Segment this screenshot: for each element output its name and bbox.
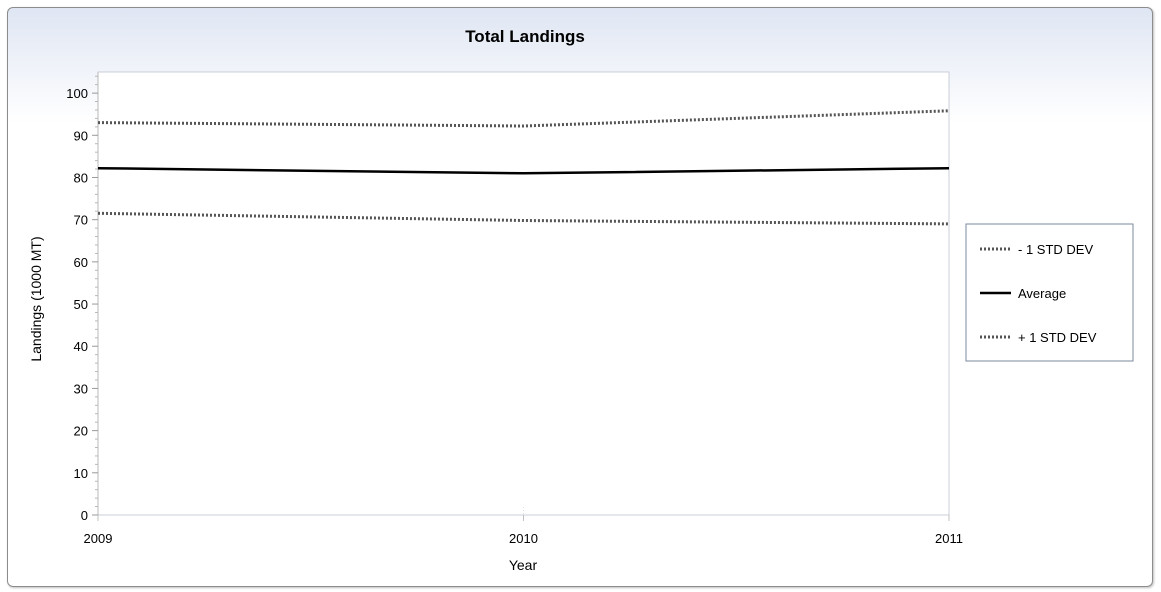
y-tick-label: 100 [66, 86, 88, 101]
y-tick-label: 80 [74, 170, 88, 185]
x-axis-ticks: 2009 2010 2011 [84, 507, 963, 546]
y-tick-label: 40 [74, 339, 88, 354]
series-line-1-std-dev [97, 109, 950, 128]
y-tick-label: 90 [74, 128, 88, 143]
y-tick-label: 10 [74, 466, 88, 481]
series-line-average [97, 166, 950, 175]
y-tick-label: 20 [74, 424, 88, 439]
series-line-1-std-dev [97, 211, 950, 226]
y-tick-label: 30 [74, 381, 88, 396]
y-axis-label: Landings (1000 MT) [28, 236, 44, 361]
x-axis-label: Year [509, 557, 538, 573]
legend-label: - 1 STD DEV [1018, 242, 1093, 257]
line-chart: Total Landings 0 10 20 30 40 50 60 70 80 90 100 20… [28, 27, 1134, 573]
chart-title: Total Landings [465, 27, 585, 46]
y-axis-ticks: 0 10 20 30 40 50 60 70 80 90 100 [66, 86, 98, 523]
y-tick-label: 70 [74, 213, 88, 228]
legend: - 1 STD DEV Average + 1 STD DEV [965, 223, 1134, 362]
x-tick-label: 2009 [84, 531, 113, 546]
x-tick-label: 2011 [935, 531, 963, 546]
y-minor-ticks [95, 75, 98, 508]
legend-items: - 1 STD DEV Average + 1 STD DEV [980, 242, 1097, 345]
plot-area [97, 71, 950, 516]
chart-panel: Total Landings 0 10 20 30 40 50 60 70 80 90 100 20… [7, 7, 1153, 587]
y-tick-label: 0 [81, 508, 88, 523]
legend-label: Average [1018, 286, 1066, 301]
y-tick-label: 50 [74, 297, 88, 312]
legend-label: + 1 STD DEV [1018, 330, 1097, 345]
x-tick-label: 2010 [509, 531, 538, 546]
series-layer [97, 109, 950, 226]
y-tick-label: 60 [74, 255, 88, 270]
